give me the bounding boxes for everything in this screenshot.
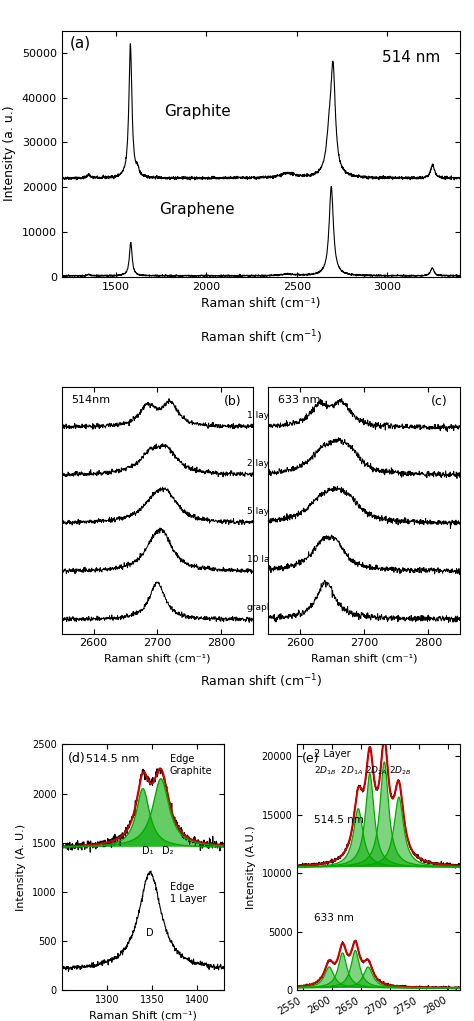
Y-axis label: Intensity (A. U.): Intensity (A. U.) (17, 824, 27, 911)
Text: Raman shift (cm$^{-1}$): Raman shift (cm$^{-1}$) (200, 328, 322, 346)
Polygon shape (62, 788, 224, 847)
Text: 633 nm: 633 nm (278, 395, 320, 405)
X-axis label: Raman Shift (cm⁻¹): Raman Shift (cm⁻¹) (89, 1011, 197, 1021)
Text: 514 nm: 514 nm (382, 50, 440, 65)
Text: Raman shift (cm$^{-1}$): Raman shift (cm$^{-1}$) (200, 672, 322, 690)
Polygon shape (297, 951, 460, 988)
Text: 10 layers: 10 layers (246, 555, 289, 565)
Text: (d): (d) (68, 751, 86, 765)
Text: 2 Layer: 2 Layer (313, 748, 350, 759)
Y-axis label: Intensity (a. u.): Intensity (a. u.) (3, 106, 16, 201)
Polygon shape (297, 967, 460, 988)
Polygon shape (297, 809, 460, 867)
Text: Edge
Graphite: Edge Graphite (170, 755, 212, 776)
Text: (b): (b) (224, 395, 242, 407)
Text: graphite: graphite (246, 603, 285, 613)
Text: 633 nm: 633 nm (313, 914, 354, 923)
Text: $2D_{1B}$  $2D_{1A}$ $2D_{2A}$ $2D_{2B}$: $2D_{1B}$ $2D_{1A}$ $2D_{2A}$ $2D_{2B}$ (313, 765, 411, 777)
Polygon shape (297, 797, 460, 867)
Text: 514nm: 514nm (71, 395, 110, 405)
Text: 1 layer: 1 layer (246, 410, 278, 420)
Text: (e): (e) (302, 751, 319, 765)
Text: 2 layers: 2 layers (246, 458, 283, 468)
X-axis label: Raman shift (cm⁻¹): Raman shift (cm⁻¹) (311, 654, 417, 664)
Text: (a): (a) (70, 36, 91, 51)
Text: 5 layers: 5 layers (246, 507, 283, 516)
Polygon shape (297, 762, 460, 867)
Text: Edge
1 Layer: Edge 1 Layer (170, 882, 207, 904)
Text: Graphite: Graphite (164, 104, 231, 118)
Polygon shape (297, 953, 460, 988)
Polygon shape (297, 967, 460, 988)
Text: D: D (146, 928, 154, 938)
X-axis label: Raman shift (cm⁻¹): Raman shift (cm⁻¹) (201, 297, 320, 310)
Y-axis label: Intensity (A.U.): Intensity (A.U.) (246, 826, 256, 909)
Text: D₁: D₁ (142, 845, 153, 856)
Text: 514.5 nm: 514.5 nm (86, 753, 139, 764)
Polygon shape (297, 774, 460, 867)
Text: Graphene: Graphene (160, 202, 235, 217)
Text: 514.5 nm: 514.5 nm (313, 815, 364, 825)
Text: D₂: D₂ (163, 845, 174, 856)
Polygon shape (62, 779, 224, 847)
Text: (c): (c) (431, 395, 448, 407)
X-axis label: Raman shift (cm⁻¹): Raman shift (cm⁻¹) (104, 654, 210, 664)
